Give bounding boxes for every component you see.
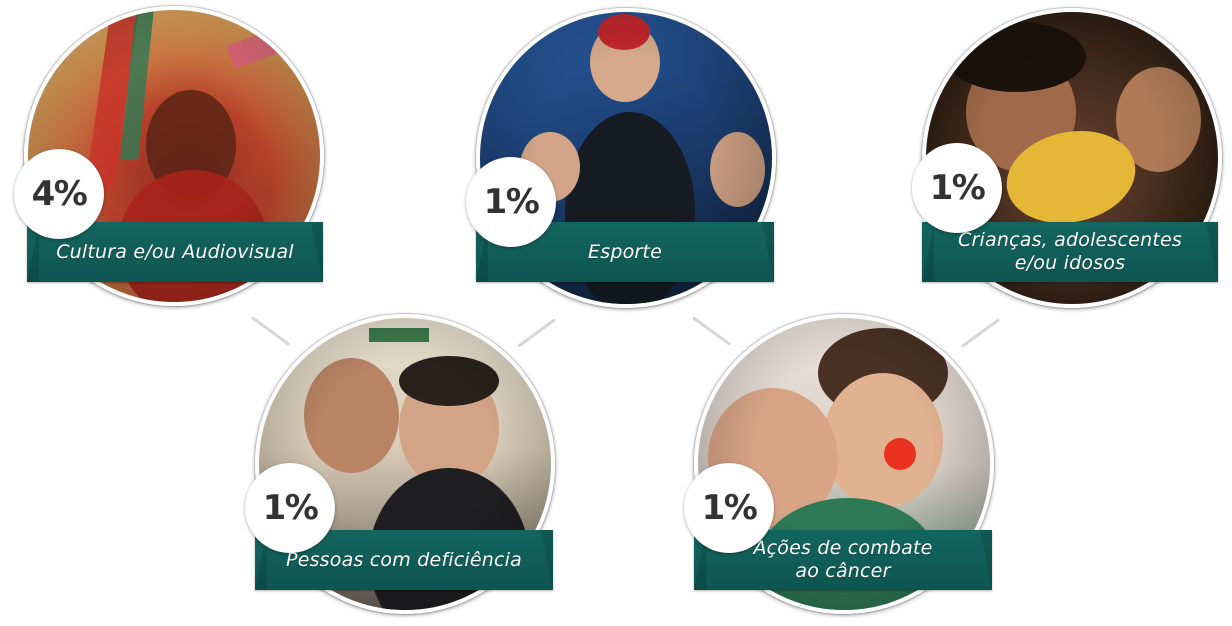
percent-badge: 1%	[466, 157, 556, 247]
percent-value: 4%	[31, 174, 88, 214]
cause-label-ribbon: Pessoas com deficiência	[255, 530, 553, 590]
cause-card-cancer[interactable]: Ações de combate ao câncer 1%	[684, 314, 994, 614]
cause-label: Esporte	[588, 240, 662, 263]
cause-card-criancas[interactable]: Crianças, adolescentes e/ou idosos 1%	[912, 8, 1222, 308]
cause-card-deficiencia[interactable]: Pessoas com deficiência 1%	[245, 314, 555, 614]
percent-value: 1%	[701, 488, 758, 528]
percent-value: 1%	[929, 168, 986, 208]
cause-label: Cultura e/ou Audiovisual	[56, 240, 294, 263]
cause-card-cultura[interactable]: Cultura e/ou Audiovisual 4%	[14, 6, 324, 306]
figure-shape	[710, 132, 765, 207]
figure-shape	[946, 22, 1086, 92]
percent-value: 1%	[262, 488, 319, 528]
cause-label: Pessoas com deficiência	[286, 548, 522, 571]
figure-shape	[399, 356, 499, 406]
cause-label: Crianças, adolescentes e/ou idosos	[958, 229, 1182, 274]
percent-value: 1%	[483, 182, 540, 222]
percent-badge: 1%	[912, 143, 1002, 233]
percent-badge: 4%	[14, 149, 104, 239]
figure-shape	[884, 438, 916, 470]
cause-label: Ações de combate ao câncer	[753, 537, 933, 582]
percent-badge: 1%	[245, 463, 335, 553]
cause-label-ribbon: Crianças, adolescentes e/ou idosos	[922, 222, 1218, 282]
cause-card-esporte[interactable]: Esporte 1%	[466, 8, 776, 308]
percent-badge: 1%	[684, 463, 774, 553]
figure-shape	[598, 14, 650, 50]
decorative-stripe	[369, 328, 429, 342]
figure-shape	[304, 358, 399, 473]
figure-shape	[823, 373, 943, 508]
